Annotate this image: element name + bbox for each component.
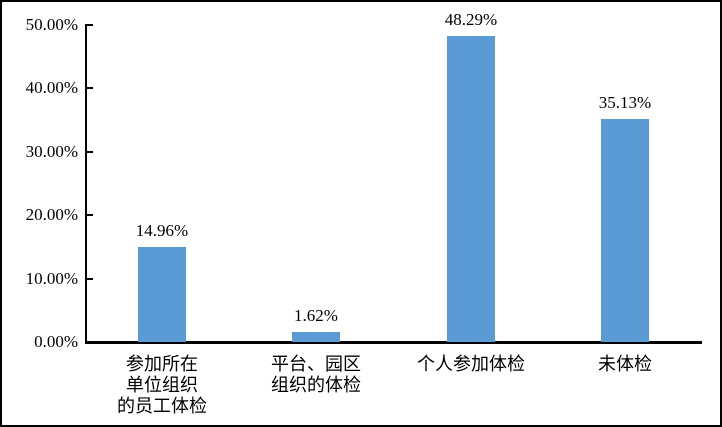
bar (447, 36, 495, 342)
bar-value-label: 48.29% (444, 10, 498, 29)
y-axis-tick (87, 150, 93, 153)
y-axis-tick (87, 24, 93, 26)
x-axis-label-line: 平台、园区 (271, 354, 361, 374)
y-axis-tick-label: 30.00% (25, 141, 78, 161)
bar (138, 247, 186, 342)
y-axis-tick-label: 20.00% (25, 205, 78, 225)
y-axis-tick (87, 87, 93, 90)
x-axis-category-label: 平台、园区 组织的体检 (241, 354, 391, 396)
x-axis-label-line: 组织的体检 (271, 375, 361, 395)
y-axis-tick (87, 277, 93, 280)
y-axis-tick-label: 50.00% (25, 15, 78, 34)
bar-value-label: 14.96% (135, 221, 189, 240)
bar-value-label: 1.62% (294, 306, 338, 325)
x-axis-line (85, 341, 702, 344)
x-axis-label-line: 参加所在 (126, 354, 198, 374)
x-axis-label-line: 未体检 (598, 354, 652, 374)
x-axis-category-label: 未体检 (550, 354, 700, 375)
y-axis-tick-label: 0.00% (34, 332, 78, 351)
bar (601, 119, 649, 342)
x-axis-category-label: 参加所在 单位组织 的员工体检 (87, 354, 237, 417)
x-axis-label-line: 单位组织 (126, 375, 198, 395)
x-axis-label-line: 的员工体检 (117, 396, 207, 416)
bar (292, 332, 340, 342)
x-axis-category-label: 个人参加体检 (396, 354, 546, 375)
bar-value-label: 35.13% (598, 93, 652, 112)
y-axis-tick (87, 214, 93, 217)
y-axis-line (85, 24, 87, 344)
x-axis-label-line: 个人参加体检 (417, 354, 525, 374)
y-axis-tick-label: 40.00% (25, 78, 78, 98)
y-axis-tick-label: 10.00% (25, 268, 78, 288)
